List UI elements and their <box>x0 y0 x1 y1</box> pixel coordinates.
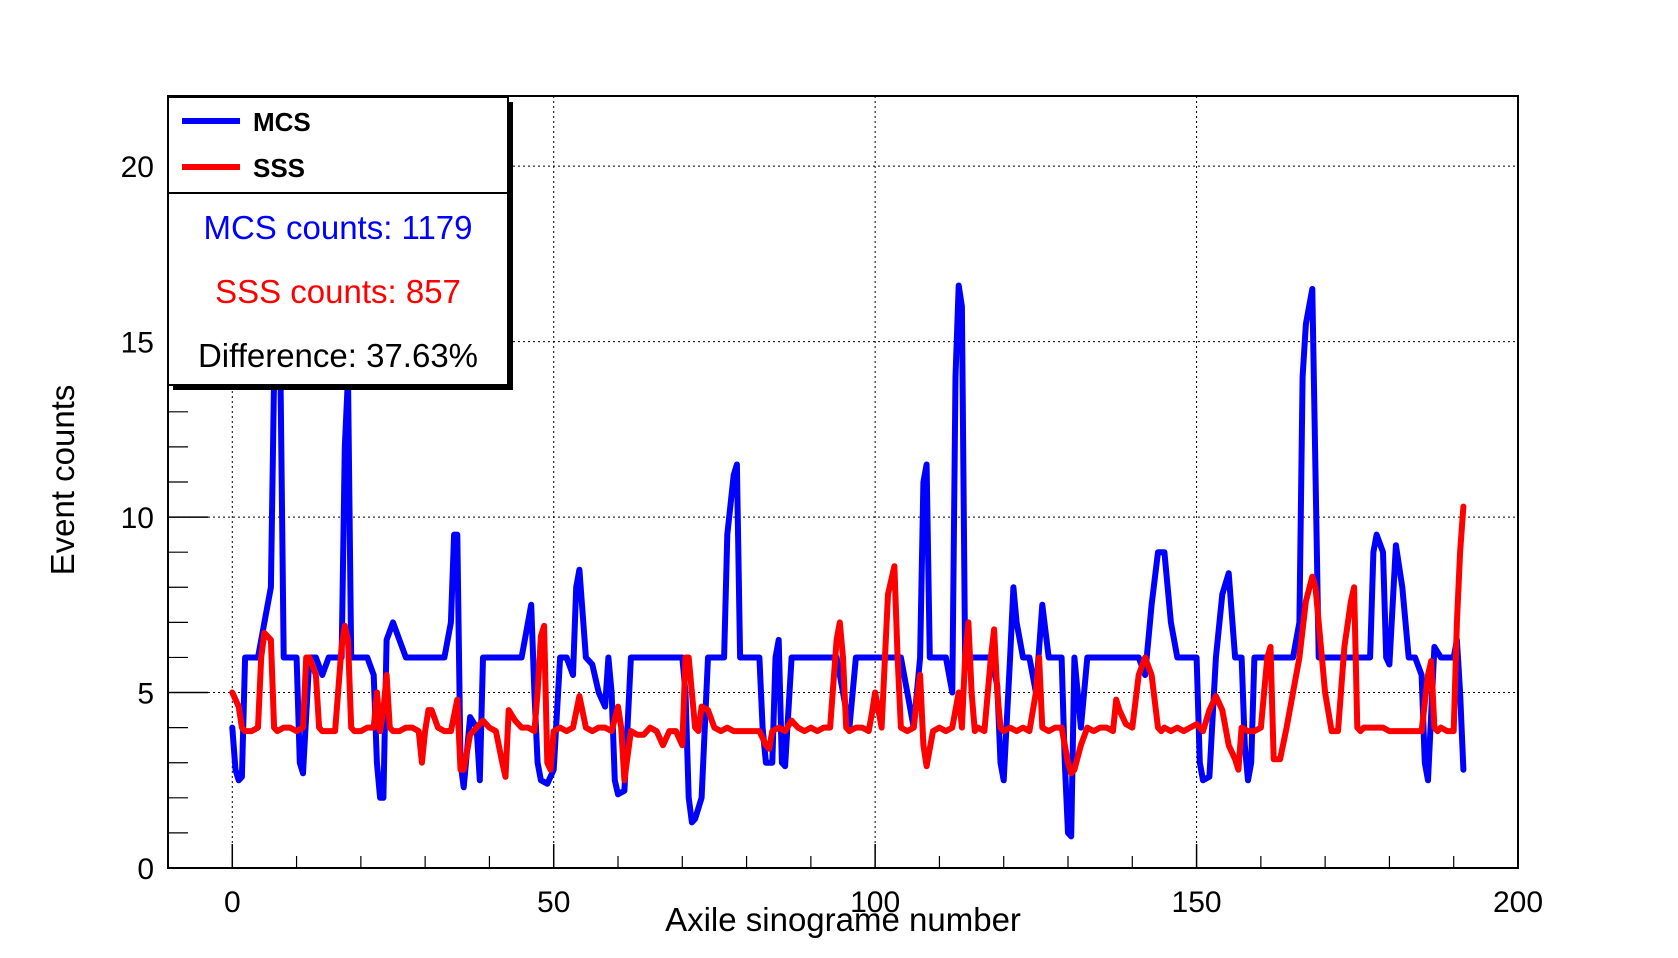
series-line-sss <box>229 503 1467 784</box>
legend: MCS SSS MCS counts: 1179 SSS counts: 857… <box>167 96 513 390</box>
x-tick-label: 150 <box>1172 886 1222 919</box>
y-tick-label: 15 <box>121 327 154 360</box>
legend-box <box>167 96 509 386</box>
stat-mcs-counts: MCS counts: 1179 <box>203 209 472 246</box>
y-tick-label: 10 <box>121 502 154 535</box>
series-lines <box>229 128 1467 840</box>
legend-label-sss: SSS <box>253 153 305 183</box>
series-line-mcs <box>229 128 1467 840</box>
y-tick-label: 0 <box>137 853 154 886</box>
x-tick-label: 100 <box>850 886 900 919</box>
stat-difference: Difference: 37.63% <box>198 337 478 374</box>
legend-label-mcs: MCS <box>253 107 311 137</box>
y-tick-label: 20 <box>121 151 154 184</box>
x-tick-label: 0 <box>224 886 241 919</box>
y-axis-title: Event counts <box>44 385 81 576</box>
stat-sss-counts: SSS counts: 857 <box>215 273 461 310</box>
y-tick-label: 5 <box>137 678 154 711</box>
x-tick-label: 200 <box>1493 886 1543 919</box>
x-tick-label: 50 <box>537 886 570 919</box>
tick-labels: 0 50 100 150 200 0 5 10 15 20 <box>121 151 1543 919</box>
x-axis-title: Axile sinograme number <box>665 901 1021 938</box>
